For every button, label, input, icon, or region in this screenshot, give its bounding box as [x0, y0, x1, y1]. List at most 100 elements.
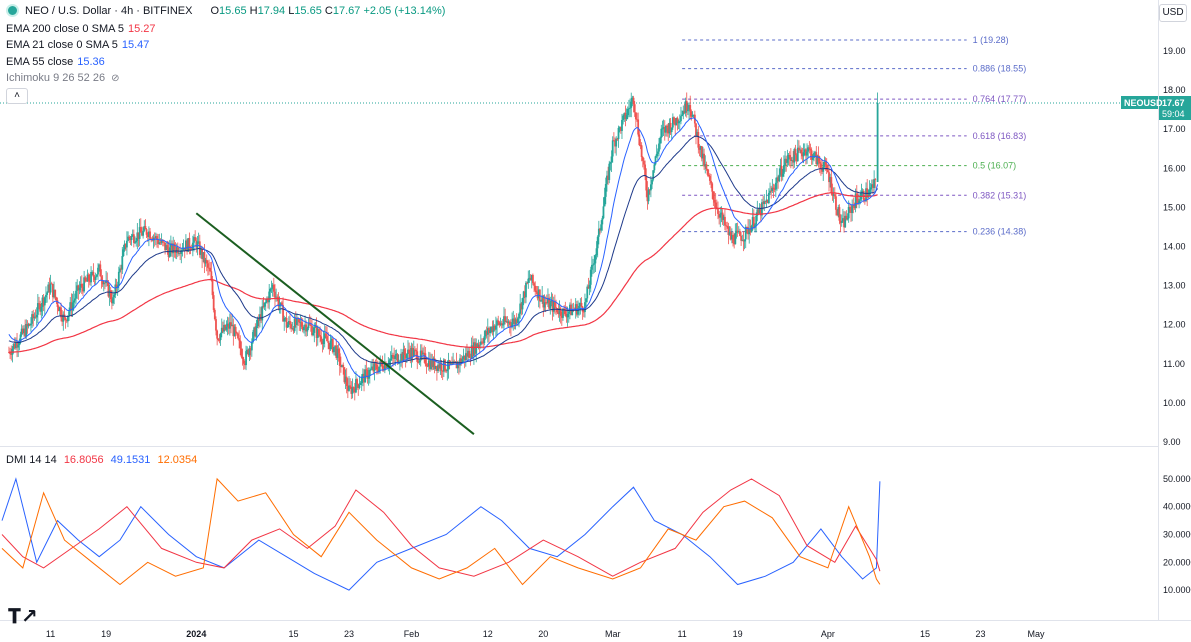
- indicator-ichimoku[interactable]: Ichimoku 9 26 52 26 ⊘: [6, 70, 119, 87]
- symbol-title[interactable]: NEO / U.S. Dollar · 4h · BITFINEX: [25, 4, 193, 17]
- indicator-ema21[interactable]: EMA 21 close 0 SMA 5 15.47: [6, 37, 149, 53]
- candle-body: [352, 387, 355, 389]
- candle-body: [648, 189, 651, 191]
- candle-body: [501, 324, 504, 326]
- candle-body: [357, 384, 360, 388]
- candle-body: [153, 237, 156, 239]
- candle-body: [816, 155, 819, 165]
- price-tick-label: 14.00: [1163, 242, 1186, 252]
- candle-body: [493, 325, 496, 330]
- candle-body: [122, 249, 125, 257]
- candle-body: [21, 328, 24, 334]
- candle-body: [589, 269, 592, 285]
- indicator-ema55[interactable]: EMA 55 close 15.36: [6, 54, 105, 70]
- candle-body: [599, 228, 601, 231]
- tradingview-logo-icon[interactable]: 𝐓↗: [8, 604, 38, 628]
- candle-body: [833, 194, 836, 197]
- candle-body: [564, 309, 567, 314]
- time-tick-label: Feb: [404, 629, 420, 639]
- candle-body: [552, 302, 555, 312]
- candle-body: [463, 355, 466, 361]
- candle-body: [326, 336, 328, 342]
- candle-body: [666, 125, 668, 128]
- candle-body: [772, 187, 775, 190]
- candle-body: [343, 367, 346, 383]
- candle-body: [780, 165, 783, 177]
- candle-body: [167, 249, 170, 258]
- candle-body: [808, 147, 811, 149]
- candle-body: [513, 318, 516, 325]
- candle-body: [348, 385, 350, 391]
- indicator-ema200[interactable]: EMA 200 close 0 SMA 5 15.27: [6, 21, 156, 37]
- candle-body: [610, 156, 613, 163]
- eye-slash-icon[interactable]: ⊘: [111, 73, 120, 84]
- candle-body: [91, 271, 94, 273]
- candle-body: [840, 221, 843, 223]
- candle-body: [146, 234, 149, 237]
- candle-body: [740, 235, 743, 241]
- currency-button[interactable]: USD: [1159, 4, 1187, 22]
- candle-body: [320, 336, 323, 342]
- candle-body: [733, 243, 736, 245]
- candle-body: [279, 302, 282, 306]
- candle-body: [857, 198, 859, 204]
- candle-body: [683, 110, 686, 113]
- candle-body: [85, 280, 88, 282]
- candle-body: [62, 314, 65, 322]
- candle-body: [195, 240, 198, 248]
- candle-body: [231, 324, 234, 327]
- candle-body: [244, 363, 246, 366]
- candle-body: [508, 321, 511, 325]
- candle-body: [75, 290, 77, 299]
- candle-body: [700, 146, 703, 159]
- trendline[interactable]: [195, 212, 475, 435]
- candle-body: [859, 199, 862, 201]
- candle-body: [767, 192, 770, 204]
- candle-body: [512, 318, 515, 323]
- candle-body: [595, 248, 598, 256]
- candle-body: [676, 117, 679, 124]
- candle-body: [210, 271, 213, 281]
- candle-body: [19, 334, 22, 343]
- candle-body: [854, 193, 857, 209]
- dmi-legend[interactable]: DMI 14 14 16.8056 49.1531 12.0354: [6, 452, 197, 468]
- time-tick-label: Mar: [605, 629, 621, 639]
- fib-level-label: 1 (19.28): [973, 35, 1009, 45]
- candle-body: [839, 220, 842, 223]
- candle-body: [762, 202, 764, 205]
- candle-body: [49, 283, 52, 293]
- candle-body: [395, 354, 398, 356]
- candle-body: [136, 232, 139, 241]
- candle-body: [606, 175, 608, 184]
- candle-body: [116, 285, 119, 288]
- candle-body: [134, 242, 136, 244]
- candle-body: [813, 152, 815, 159]
- candle-body: [224, 324, 227, 330]
- candle-body: [39, 303, 42, 312]
- candle-body: [659, 137, 662, 144]
- candle-body: [711, 183, 714, 192]
- candle-body: [36, 303, 39, 315]
- candle-body: [113, 294, 116, 298]
- price-tick-label: 17.00: [1163, 124, 1186, 134]
- indicator-label: EMA 55 close: [6, 56, 74, 68]
- candle-body: [821, 168, 823, 172]
- candle-body: [119, 268, 121, 272]
- candle-body: [18, 342, 21, 346]
- candle-body: [290, 324, 293, 329]
- candle-body: [408, 349, 411, 354]
- candle-body: [38, 303, 40, 304]
- candle-body: [784, 158, 786, 166]
- candle-body: [108, 290, 111, 297]
- collapse-legend-button[interactable]: ˄: [6, 88, 28, 104]
- candle-body: [412, 349, 415, 357]
- candle-body: [755, 215, 758, 225]
- candle-body: [647, 189, 650, 202]
- candle-body: [220, 327, 223, 334]
- candle-body: [536, 292, 539, 299]
- candle-body: [633, 104, 636, 113]
- candle-body: [418, 360, 421, 363]
- candle-body: [632, 97, 635, 105]
- candle-body: [735, 230, 738, 233]
